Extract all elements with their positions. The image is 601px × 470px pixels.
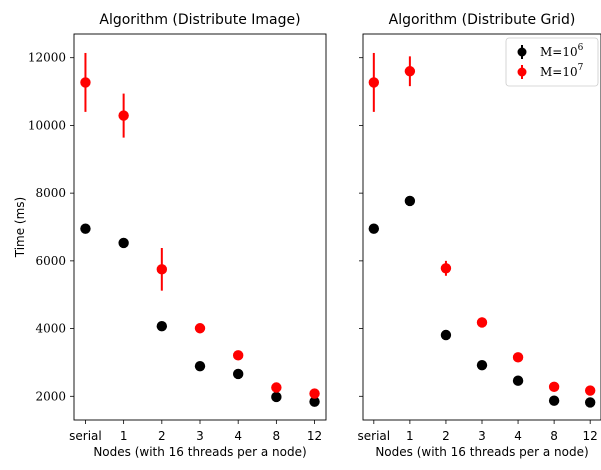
y-tick-label: 12000 [28, 51, 66, 65]
data-point [440, 329, 452, 341]
y-tick-label: 2000 [35, 389, 66, 403]
data-point [368, 223, 380, 234]
data-point [548, 395, 560, 406]
x-tick-label: 8 [550, 429, 558, 443]
y-tick-label: 8000 [35, 186, 66, 200]
series-m1e7 [368, 52, 596, 396]
data-point [512, 375, 524, 386]
data-point [118, 110, 129, 121]
data-point [440, 263, 452, 274]
y-tick-label: 6000 [35, 254, 66, 268]
series-m1e6 [80, 223, 320, 407]
data-point [194, 360, 206, 372]
panel-distribute-grid: Algorithm (Distribute Grid)serial 1 2 3 4 8 12… [358, 12, 601, 459]
y-tick-label: 10000 [28, 118, 66, 132]
data-point [584, 385, 596, 396]
data-point [271, 391, 282, 403]
data-point [584, 397, 596, 408]
data-point [232, 368, 244, 380]
x-tick-label: 2 [158, 429, 166, 443]
data-point [368, 77, 380, 88]
data-point [309, 388, 320, 399]
x-axis-label: Nodes (with 16 threads per a node) [93, 445, 306, 459]
data-point [156, 321, 168, 332]
data-point [476, 359, 488, 371]
data-point [271, 382, 282, 393]
series-m1e7 [80, 52, 320, 399]
data-point [232, 350, 244, 361]
data-point [194, 323, 206, 334]
legend: M=106 M=107 [505, 37, 599, 87]
series-m1e6 [368, 195, 596, 408]
data-point [476, 317, 488, 328]
chart-title: Algorithm (Distribute Grid) [389, 12, 576, 28]
x-tick-label: 1 [120, 429, 128, 443]
data-point [80, 77, 91, 88]
x-tick-label: serial [358, 429, 391, 443]
data-point [512, 352, 524, 363]
legend-box [505, 37, 599, 87]
x-tick-label: 2 [442, 429, 450, 443]
legend-marker [517, 67, 527, 77]
x-tick-label: serial [69, 429, 102, 443]
y-tick-label: 4000 [35, 322, 66, 336]
x-tick-label: 4 [514, 429, 522, 443]
x-tick-label: 3 [478, 429, 486, 443]
chart-title: Algorithm (Distribute Image) [99, 12, 300, 28]
axes-frame [73, 33, 327, 421]
axes-frame [362, 33, 601, 421]
data-point [156, 264, 168, 275]
data-point [309, 396, 320, 407]
legend-label: M=106 [540, 43, 584, 59]
data-point [404, 66, 416, 77]
panel-distribute-image: Algorithm (Distribute Image)serial 1 2 3 4 8 1… [13, 12, 327, 459]
data-point [80, 223, 91, 234]
x-tick-label: 8 [273, 429, 281, 443]
data-point [118, 237, 129, 249]
x-tick-label: 3 [196, 429, 204, 443]
x-tick-label: 12 [583, 429, 598, 443]
x-tick-label: 1 [406, 429, 414, 443]
x-tick-label: 12 [307, 429, 322, 443]
x-axis-label: Nodes (with 16 threads per a node) [375, 445, 588, 459]
data-point [404, 195, 416, 207]
y-axis-label: Time (ms) [13, 197, 27, 259]
data-point [548, 381, 560, 393]
legend-marker [517, 47, 527, 57]
x-tick-label: 4 [234, 429, 242, 443]
legend-label: M=107 [540, 63, 584, 79]
